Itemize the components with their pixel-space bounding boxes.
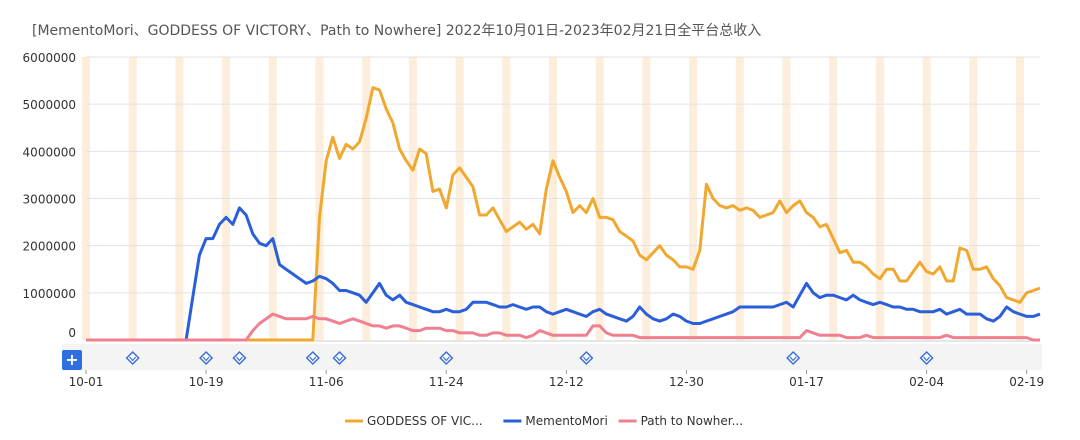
- x-tick-2: 11-06: [309, 375, 344, 389]
- event-marker-icon-8[interactable]: [919, 350, 934, 366]
- legend-item-2[interactable]: Path to Nowher...: [618, 414, 743, 428]
- diamond-icon[interactable]: [332, 350, 347, 366]
- diamond-inner-icon: [129, 356, 137, 362]
- legend[interactable]: GODDESS OF VIC... MementoMori Path to Nowh…: [345, 414, 743, 428]
- event-marker-icon-5[interactable]: [439, 350, 454, 366]
- legend-item-1[interactable]: MementoMori: [503, 414, 608, 428]
- event-markers: [125, 350, 934, 366]
- y-tick-1: 5000000: [23, 98, 76, 112]
- diamond-icon[interactable]: [199, 350, 214, 366]
- event-marker-icon-6[interactable]: [579, 350, 594, 366]
- event-marker-icon-7[interactable]: [786, 350, 801, 366]
- add-button[interactable]: +: [62, 350, 82, 370]
- series-lines: [86, 86, 1041, 342]
- event-marker-icon-1[interactable]: [199, 350, 214, 366]
- diamond-inner-icon: [235, 356, 243, 362]
- x-tick-7: 02-04: [909, 375, 944, 389]
- x-axis-ticks: 10-01 10-19 11-06 11-24 12-12 12-30 01-17 02-04…: [69, 370, 1044, 389]
- diamond-icon[interactable]: [579, 350, 594, 366]
- x-tick-3: 11-24: [429, 375, 464, 389]
- y-tick-4: 2000000: [23, 240, 76, 254]
- event-marker-strip: [62, 344, 1042, 370]
- x-tick-6: 01-17: [789, 375, 824, 389]
- x-tick-5: 12-30: [669, 375, 704, 389]
- y-tick-0: 6000000: [23, 51, 76, 65]
- x-tick-4: 12-12: [549, 375, 584, 389]
- event-marker-icon-0[interactable]: [125, 350, 140, 366]
- diamond-inner-icon: [789, 356, 797, 362]
- y-tick-6: 0: [68, 326, 76, 340]
- x-tick-1: 10-19: [189, 375, 224, 389]
- diamond-icon[interactable]: [232, 350, 247, 366]
- series-line-2: [86, 312, 1040, 342]
- legend-label-2: Path to Nowher...: [641, 414, 743, 428]
- diamond-inner-icon: [202, 356, 210, 362]
- marker-strip-bg: [62, 344, 1042, 370]
- legend-label-1: MementoMori: [525, 414, 607, 428]
- series-line-1: [86, 206, 1041, 342]
- diamond-inner-icon: [582, 356, 590, 362]
- y-tick-2: 4000000: [23, 145, 76, 159]
- chart-title: [MementoMori、GODDESS OF VICTORY、Path to …: [32, 23, 762, 39]
- add-button-bg[interactable]: [62, 350, 82, 370]
- x-tick-0: 10-01: [69, 375, 104, 389]
- diamond-inner-icon: [442, 356, 450, 362]
- event-marker-icon-3[interactable]: [305, 350, 320, 366]
- diamond-inner-icon: [923, 356, 931, 362]
- event-marker-icon-2[interactable]: [232, 350, 247, 366]
- series-line-0: [86, 86, 1041, 342]
- x-tick-8: 02-19: [1009, 375, 1044, 389]
- y-tick-5: 1000000: [23, 287, 76, 301]
- diamond-inner-icon: [309, 356, 317, 362]
- legend-label-0: GODDESS OF VIC...: [367, 414, 483, 428]
- legend-item-0[interactable]: GODDESS OF VIC...: [345, 414, 483, 428]
- diamond-icon[interactable]: [786, 350, 801, 366]
- diamond-icon[interactable]: [919, 350, 934, 366]
- diamond-icon[interactable]: [125, 350, 140, 366]
- diamond-icon[interactable]: [439, 350, 454, 366]
- event-marker-icon-4[interactable]: [332, 350, 347, 366]
- plus-icon[interactable]: +: [65, 350, 78, 369]
- y-tick-3: 3000000: [23, 193, 76, 207]
- diamond-icon[interactable]: [305, 350, 320, 366]
- y-axis-ticks: 6000000 5000000 4000000 3000000 2000000 10000…: [23, 51, 76, 340]
- diamond-inner-icon: [336, 356, 343, 362]
